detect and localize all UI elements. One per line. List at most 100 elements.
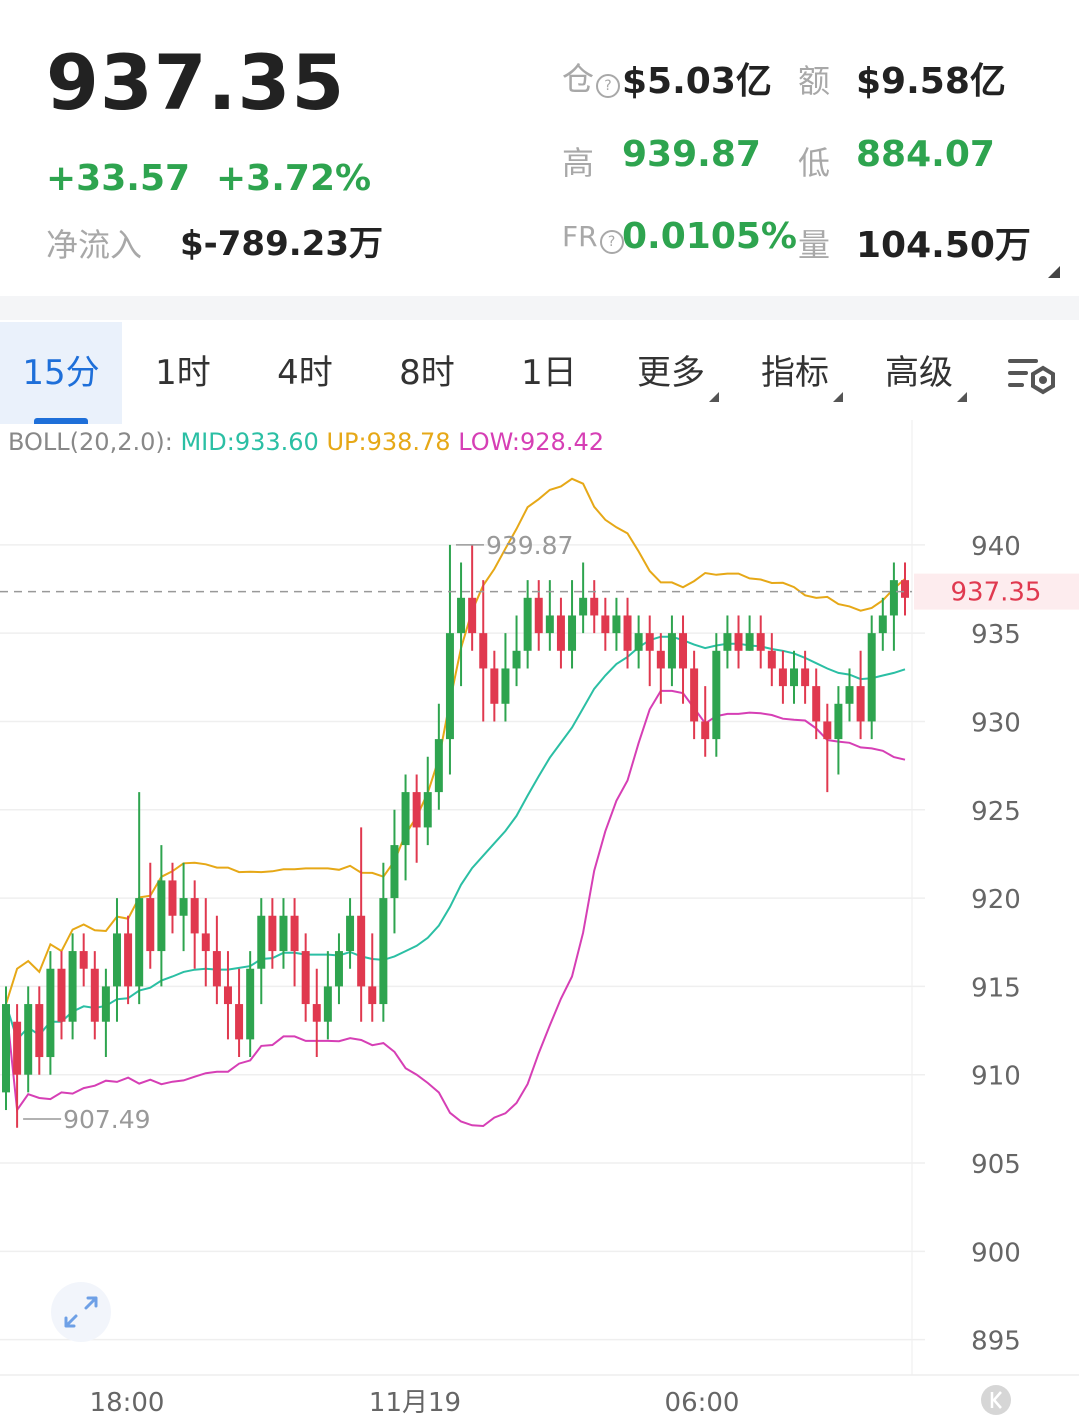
tab-8h[interactable]: 8时 — [366, 322, 488, 424]
tab-label: 指标 — [761, 353, 829, 393]
candle-body — [223, 986, 232, 1005]
high-label: 高 — [562, 144, 595, 182]
candle-body — [778, 668, 787, 687]
candle-body — [412, 792, 421, 828]
candle-body — [35, 1004, 44, 1058]
y-tick-label: 920 — [971, 885, 1021, 915]
candle-body — [745, 633, 754, 651]
y-tick-label: 935 — [971, 620, 1021, 650]
candle-body — [734, 633, 743, 651]
tab-label: 1日 — [521, 353, 577, 393]
candle-body — [679, 633, 688, 669]
candle-body — [157, 880, 166, 952]
candle-body — [101, 986, 110, 1022]
y-tick-label: 925 — [971, 797, 1021, 827]
tab-advanced[interactable]: 高级 — [864, 322, 988, 424]
candle-body — [812, 686, 821, 722]
candle-body — [290, 915, 299, 952]
candle-body — [301, 951, 310, 1005]
tab-15m[interactable]: 15分 — [0, 322, 122, 424]
scroll-to-latest-glyph-icon — [990, 1391, 1002, 1409]
candle-body — [568, 615, 577, 651]
candle-body — [90, 968, 99, 1022]
high-value: 939.87 — [622, 134, 761, 175]
fullscreen-arrows-icon — [64, 1296, 98, 1328]
tab-indicators[interactable]: 指标 — [740, 322, 864, 424]
price-change-percent: +3.72% — [216, 158, 372, 199]
candle-body — [867, 633, 876, 722]
candle-body — [124, 933, 133, 987]
funding-rate-value: 0.0105% — [622, 216, 797, 257]
tab-1h[interactable]: 1时 — [122, 322, 244, 424]
candle-body — [601, 615, 610, 634]
candle-body — [46, 968, 55, 1058]
candle-body — [712, 650, 721, 740]
boll-lower-line — [5, 689, 906, 1128]
y-tick-label: 895 — [971, 1327, 1021, 1357]
tab-label: 更多 — [637, 353, 705, 393]
expand-corner-icon[interactable] — [1048, 266, 1060, 278]
low-marker-label: 907.49 — [63, 1105, 150, 1134]
candle-body — [623, 615, 632, 651]
candle-body — [13, 1021, 22, 1075]
candle-body — [212, 951, 221, 987]
y-tick-label: 910 — [971, 1062, 1021, 1092]
dropdown-caret-icon — [957, 392, 967, 402]
candle-body — [856, 686, 865, 722]
candle-body — [279, 915, 288, 952]
tab-label: 1时 — [155, 353, 211, 393]
candle-body — [612, 615, 621, 634]
candle-body — [834, 703, 843, 740]
help-icon[interactable]: ? — [596, 73, 621, 98]
candle-body — [57, 968, 66, 1022]
scroll-to-latest-icon[interactable] — [981, 1385, 1011, 1415]
high-marker-label: 939.87 — [486, 531, 573, 560]
boll-low: LOW:928.42 — [458, 428, 604, 456]
candle-body — [656, 650, 665, 669]
current-price-label: 937.35 — [951, 578, 1042, 608]
candle-body — [801, 668, 810, 687]
help-icon[interactable]: ? — [599, 229, 624, 254]
candle-body — [135, 898, 144, 987]
candle-body — [845, 686, 854, 704]
candle-body — [767, 650, 776, 669]
dropdown-caret-icon — [833, 392, 843, 402]
boll-mid: MID:933.60 — [180, 428, 319, 456]
tab-more[interactable]: 更多 — [616, 322, 740, 424]
candle-body — [168, 880, 177, 916]
candle-body — [690, 668, 699, 722]
candle-body — [79, 951, 88, 969]
candle-body — [645, 633, 654, 651]
candle-body — [257, 915, 266, 969]
fullscreen-icon[interactable] — [51, 1282, 111, 1342]
x-tick-label: 18:00 — [90, 1388, 165, 1418]
candle-body — [545, 615, 554, 634]
tab-1d[interactable]: 1日 — [488, 322, 610, 424]
tab-4h[interactable]: 4时 — [244, 322, 366, 424]
candle-body — [634, 633, 643, 651]
chart-settings-button[interactable] — [992, 322, 1072, 424]
candle-body — [479, 633, 488, 669]
candle-body — [501, 668, 510, 704]
turnover-label: 额 — [798, 62, 831, 100]
candle-body — [179, 898, 188, 916]
net-inflow-value: $-789.23万 — [180, 224, 383, 264]
section-divider — [0, 296, 1079, 320]
turnover-value: $9.58亿 — [856, 61, 1006, 102]
candle-body — [434, 739, 443, 793]
open-interest-value: $5.03亿 — [622, 61, 772, 102]
candle-body — [146, 898, 155, 952]
funding-rate-label: FR — [562, 220, 598, 253]
candle-body — [24, 1004, 33, 1075]
candlestick-chart[interactable]: 940 935 930 925 920 915 910 905 900 895 937.35 939.… — [0, 420, 1079, 1418]
candle-body — [235, 1004, 244, 1040]
candle-body — [246, 968, 255, 1040]
candle-body — [190, 898, 199, 934]
candle-body — [667, 633, 676, 669]
boll-up: UP:938.78 — [326, 428, 451, 456]
boll-mid-line — [5, 635, 906, 1042]
boll-name: BOLL(20,2.0): — [8, 428, 173, 456]
candle-body — [823, 721, 832, 740]
y-tick-label: 940 — [971, 532, 1021, 562]
x-tick-label: 06:00 — [665, 1388, 740, 1418]
